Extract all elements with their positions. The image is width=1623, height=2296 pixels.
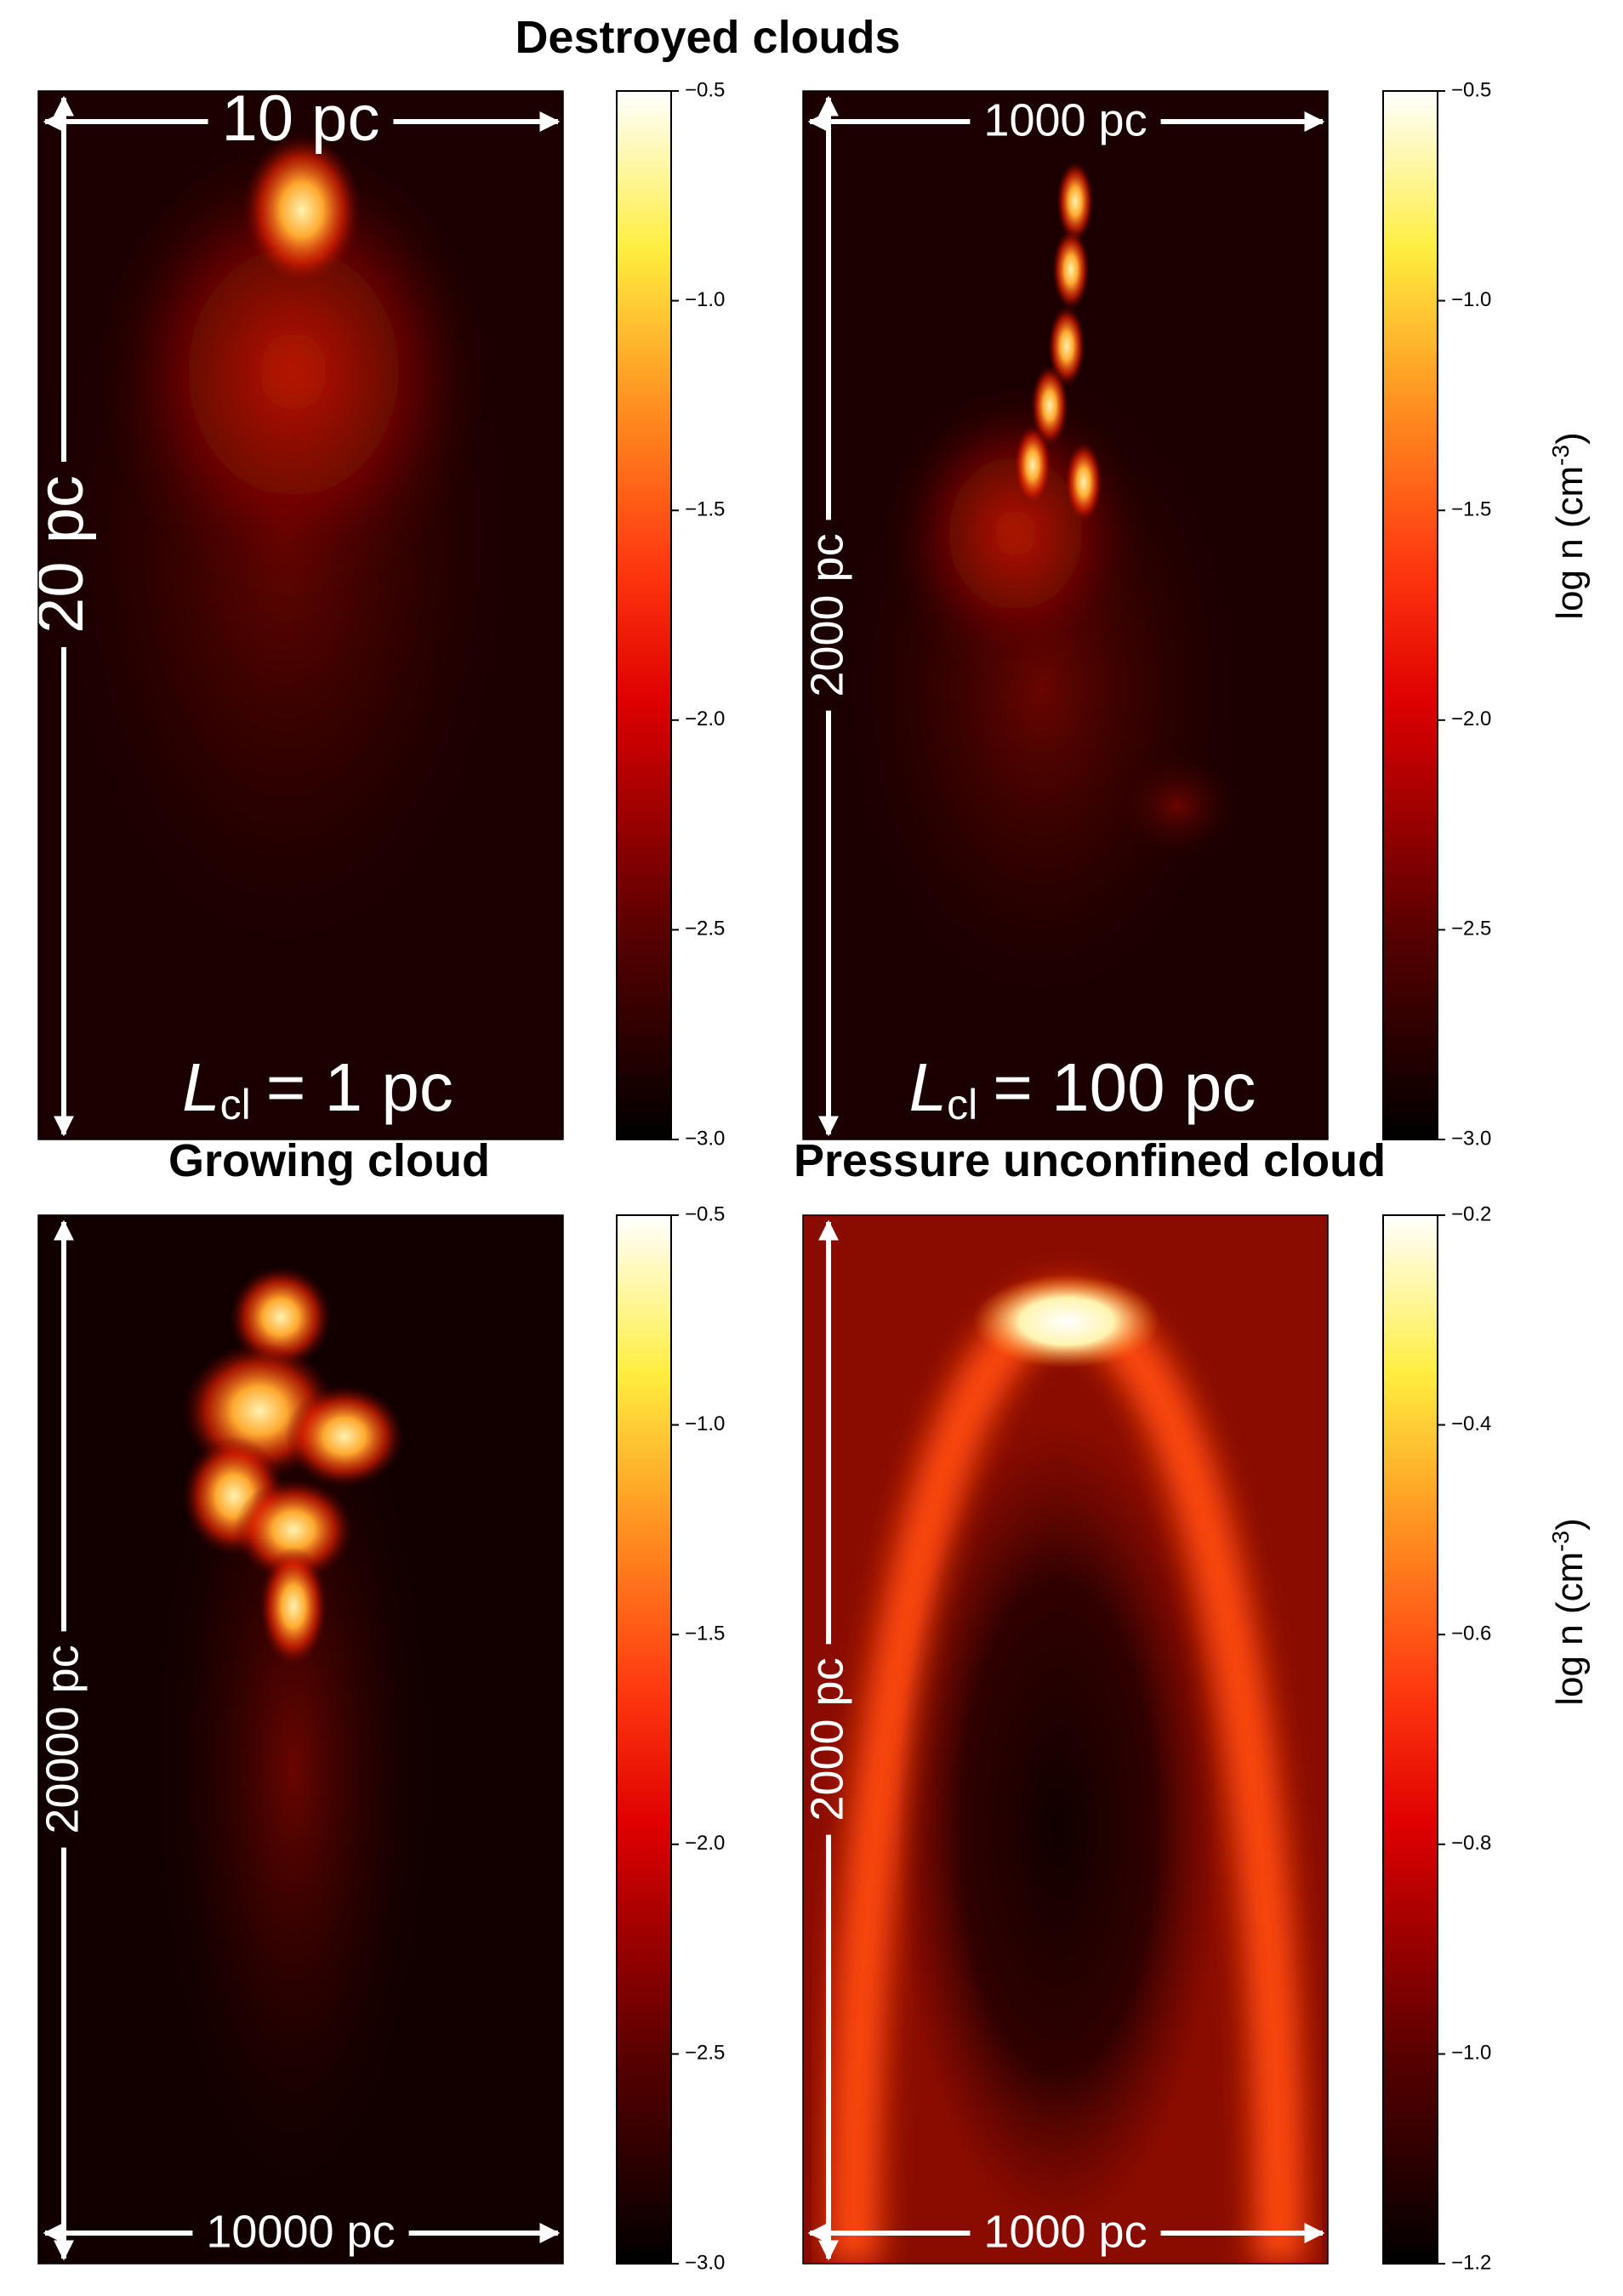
colorbar-tick-label: −1.5 [1451,498,1491,521]
colorbar-label-sup: -3 [1547,445,1574,466]
plume [106,151,481,593]
filament [1052,229,1090,310]
size-subscript: cl [947,1081,977,1128]
height-label: 20000 pc [37,1645,88,1833]
plume [897,397,1135,669]
cloud [259,1547,327,1666]
panel-frame [802,90,1329,1140]
filament [1048,305,1085,387]
colorbar-tick-label: −2.0 [1451,708,1491,730]
cloud [234,1479,353,1581]
height-label: 20 pc [25,475,97,634]
colorbar-tick-label: −1.0 [1451,288,1491,311]
colorbar-tick-label: −0.5 [685,78,725,101]
density-image [38,91,563,1139]
size-text: = 100 pc [993,1049,1256,1125]
colorbar-tick-label: −2.5 [685,2042,725,2065]
colorbar-tick-label: −2.0 [685,708,725,730]
width-label: 1000 pc [983,2206,1147,2257]
panel: 10 pc 20 pc Lcl = 1 pc [25,82,564,1140]
panel-frame [802,1214,1329,2265]
colorbar-tick-label: −0.8 [1451,1832,1491,1855]
colorbar-label-close: ) [1549,432,1591,445]
size-symbol: L [182,1049,220,1125]
colorbar-gradient [1382,1214,1438,2265]
height-label: 2000 pc [801,1657,852,1821]
panel: 1000 pc 2000 pc Lcl = 100 pc [801,90,1329,1140]
colorbar-tick-label: −1.0 [685,288,725,311]
tail [157,1343,430,2193]
cloud [230,1266,332,1368]
colorbar-tick-label: −2.5 [1451,918,1491,941]
colorbar-label: log n (cm-3) [1547,1518,1591,1706]
size-symbol: L [909,1049,948,1125]
colorbar: −3.0 −2.5 −2.0 −1.5 −1.0 −0.5 [616,78,725,1150]
cavity [897,1419,1220,2236]
colorbar-tick-label: −3.0 [685,1127,725,1150]
width-label: 10000 pc [206,2206,395,2257]
colorbar-tick-label: −2.5 [685,918,725,941]
panel: 10000 pc 20000 pc [37,1214,564,2265]
colorbar: −1.2 −1.0 −0.8 −0.6 −0.4 −0.2 log n (cm-3) [1382,1202,1591,2274]
colorbar-tick-label: −0.5 [1451,78,1491,101]
size-text: = 1 pc [266,1049,453,1125]
density-image [803,91,1328,1139]
panel-title: Destroyed clouds [515,12,900,63]
panel-title: Pressure unconfined cloud [794,1135,1386,1186]
cloud-core [242,134,362,287]
colorbar-tick-label: −0.4 [1451,1412,1491,1435]
width-label: 10 pc [222,82,380,155]
filament [1014,424,1051,506]
colorbar-tick-label: −0.5 [685,1202,725,1225]
height-label: 2000 pc [801,533,852,696]
colorbar-label-text: log n (cm [1549,466,1591,620]
colorbar-gradient [616,1214,672,2265]
cloud [285,1385,404,1487]
colorbar-tick-label: −1.0 [685,1412,725,1435]
colorbar-label: log n (cm-3) [1547,432,1591,620]
colorbar-gradient [1382,90,1438,1140]
density-image [38,1215,563,2264]
panel: 1000 pc 2000 pc [801,1214,1329,2265]
colorbar-tick-label: −0.2 [1451,1202,1491,1225]
colorbar: −3.0 −2.5 −2.0 −1.5 −1.0 −0.5 [616,1202,725,2274]
colorbar-label-text: log n (cm [1549,1552,1591,1706]
colorbar-tick-label: −3.0 [685,2251,725,2274]
colorbar-tick-label: −1.2 [1451,2251,1491,2274]
colorbar-tick-label: −0.6 [1451,1623,1491,1645]
density-image [803,1215,1328,2264]
colorbar: −3.0 −2.5 −2.0 −1.5 −1.0 −0.5 log n (cm-3) [1382,78,1591,1150]
panel-frame [37,1214,564,2265]
filament [1056,161,1094,242]
filament [1065,441,1102,523]
size-label: Lcl = 1 pc [182,1049,453,1128]
colorbar-tick-label: −1.5 [685,1623,725,1645]
colorbar-label-sup: -3 [1547,1531,1574,1552]
cap [973,1275,1160,1368]
width-label: 1000 pc [983,94,1147,145]
size-label: Lcl = 100 pc [909,1049,1256,1128]
colorbar-tick-label: −1.5 [685,498,725,521]
panel-title: Growing cloud [168,1135,490,1186]
size-subscript: cl [220,1081,251,1128]
colorbar-gradient [616,90,672,1140]
colorbar-label-close: ) [1549,1518,1591,1531]
filament [1031,365,1068,446]
colorbar-tick-label: −1.0 [1451,2042,1491,2065]
plume [1109,746,1245,865]
panel-frame [37,90,564,1140]
colorbar-tick-label: −2.0 [685,1832,725,1855]
colorbar-tick-label: −3.0 [1451,1127,1491,1150]
